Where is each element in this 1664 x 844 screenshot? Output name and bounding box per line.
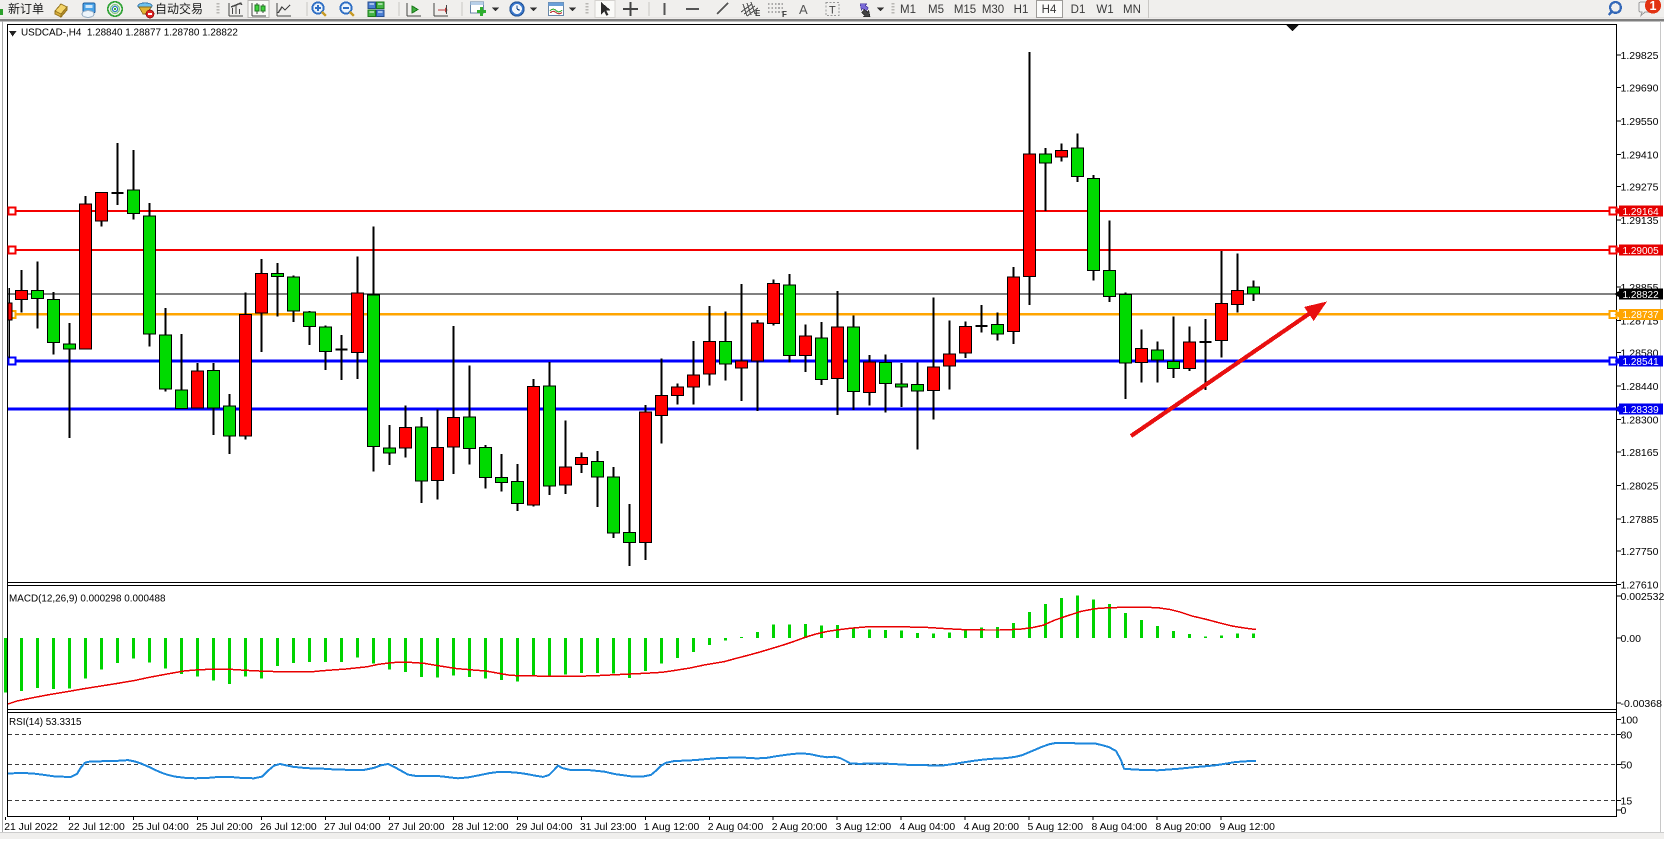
svg-text:自动交易: 自动交易 bbox=[155, 1, 203, 16]
svg-text:1.28339: 1.28339 bbox=[1623, 405, 1660, 416]
svg-text:2 Aug 04:00: 2 Aug 04:00 bbox=[708, 822, 764, 833]
svg-text:F: F bbox=[782, 10, 787, 19]
svg-text:28 Jul 12:00: 28 Jul 12:00 bbox=[452, 822, 509, 833]
svg-text:0.00: 0.00 bbox=[1621, 633, 1642, 645]
svg-text:MN: MN bbox=[1123, 4, 1141, 16]
svg-text:5 Aug 12:00: 5 Aug 12:00 bbox=[1028, 822, 1084, 833]
svg-text:MACD(12,26,9) 0.000298 0.00048: MACD(12,26,9) 0.000298 0.000488 bbox=[9, 594, 166, 605]
svg-text:1.29164: 1.29164 bbox=[1623, 207, 1660, 218]
svg-text:8 Aug 20:00: 8 Aug 20:00 bbox=[1155, 822, 1211, 833]
svg-text:M1: M1 bbox=[900, 4, 916, 16]
svg-text:2 Aug 20:00: 2 Aug 20:00 bbox=[772, 822, 828, 833]
svg-text:1.29825: 1.29825 bbox=[1621, 50, 1659, 62]
svg-text:1.27750: 1.27750 bbox=[1621, 546, 1659, 558]
svg-text:26 Jul 12:00: 26 Jul 12:00 bbox=[260, 822, 317, 833]
svg-text:1.28300: 1.28300 bbox=[1621, 415, 1659, 427]
svg-text:M15: M15 bbox=[954, 4, 976, 16]
svg-text:1.29275: 1.29275 bbox=[1621, 182, 1659, 194]
svg-text:4 Aug 20:00: 4 Aug 20:00 bbox=[964, 822, 1020, 833]
svg-text:25 Jul 20:00: 25 Jul 20:00 bbox=[196, 822, 253, 833]
svg-text:-0.00368: -0.00368 bbox=[1621, 698, 1663, 710]
svg-text:A: A bbox=[799, 2, 808, 17]
svg-text:22 Jul 12:00: 22 Jul 12:00 bbox=[68, 822, 125, 833]
svg-text:D1: D1 bbox=[1071, 4, 1086, 16]
svg-text:H4: H4 bbox=[1042, 4, 1057, 16]
svg-text:8 Aug 04:00: 8 Aug 04:00 bbox=[1092, 822, 1148, 833]
svg-text:USDCAD-,H4 1.28840 1.28877 1.: USDCAD-,H4 1.28840 1.28877 1.28780 1.288… bbox=[21, 28, 238, 39]
svg-text:1.28822: 1.28822 bbox=[1623, 290, 1660, 301]
svg-text:100: 100 bbox=[1621, 715, 1639, 727]
svg-text:1.29005: 1.29005 bbox=[1623, 246, 1660, 257]
svg-text:T: T bbox=[829, 5, 836, 17]
svg-text:H1: H1 bbox=[1014, 4, 1029, 16]
svg-text:27 Jul 04:00: 27 Jul 04:00 bbox=[324, 822, 381, 833]
svg-text:1.29410: 1.29410 bbox=[1621, 149, 1659, 161]
svg-text:0: 0 bbox=[1621, 805, 1627, 817]
svg-text:1.28737: 1.28737 bbox=[1623, 310, 1660, 321]
svg-text:1.27610: 1.27610 bbox=[1621, 580, 1659, 592]
svg-text:50: 50 bbox=[1621, 760, 1633, 772]
svg-text:1.29690: 1.29690 bbox=[1621, 82, 1659, 94]
svg-text:M30: M30 bbox=[982, 4, 1004, 16]
svg-text:1.27885: 1.27885 bbox=[1621, 514, 1659, 526]
svg-text:27 Jul 20:00: 27 Jul 20:00 bbox=[388, 822, 445, 833]
svg-text:RSI(14) 53.3315: RSI(14) 53.3315 bbox=[9, 717, 82, 728]
svg-text:1: 1 bbox=[1650, 0, 1657, 13]
svg-text:1.28541: 1.28541 bbox=[1623, 357, 1660, 368]
svg-text:1.29550: 1.29550 bbox=[1621, 116, 1659, 128]
svg-text:1.28440: 1.28440 bbox=[1621, 381, 1659, 393]
svg-text:21 Jul 2022: 21 Jul 2022 bbox=[4, 822, 58, 833]
svg-text:W1: W1 bbox=[1096, 4, 1113, 16]
svg-text:M5: M5 bbox=[928, 4, 944, 16]
svg-text:9 Aug 12:00: 9 Aug 12:00 bbox=[1219, 822, 1275, 833]
svg-text:80: 80 bbox=[1621, 730, 1633, 742]
svg-text:4 Aug 04:00: 4 Aug 04:00 bbox=[900, 822, 956, 833]
svg-text:1 Aug 12:00: 1 Aug 12:00 bbox=[644, 822, 700, 833]
svg-text:1.28025: 1.28025 bbox=[1621, 480, 1659, 492]
svg-text:新订单: 新订单 bbox=[8, 1, 44, 16]
svg-text:29 Jul 04:00: 29 Jul 04:00 bbox=[516, 822, 573, 833]
svg-text:3 Aug 12:00: 3 Aug 12:00 bbox=[836, 822, 892, 833]
svg-text:25 Jul 04:00: 25 Jul 04:00 bbox=[132, 822, 189, 833]
svg-text:1.28165: 1.28165 bbox=[1621, 447, 1659, 459]
svg-text:E: E bbox=[755, 9, 761, 18]
svg-text:31 Jul 23:00: 31 Jul 23:00 bbox=[580, 822, 637, 833]
svg-text:0.002532: 0.002532 bbox=[1621, 591, 1664, 603]
